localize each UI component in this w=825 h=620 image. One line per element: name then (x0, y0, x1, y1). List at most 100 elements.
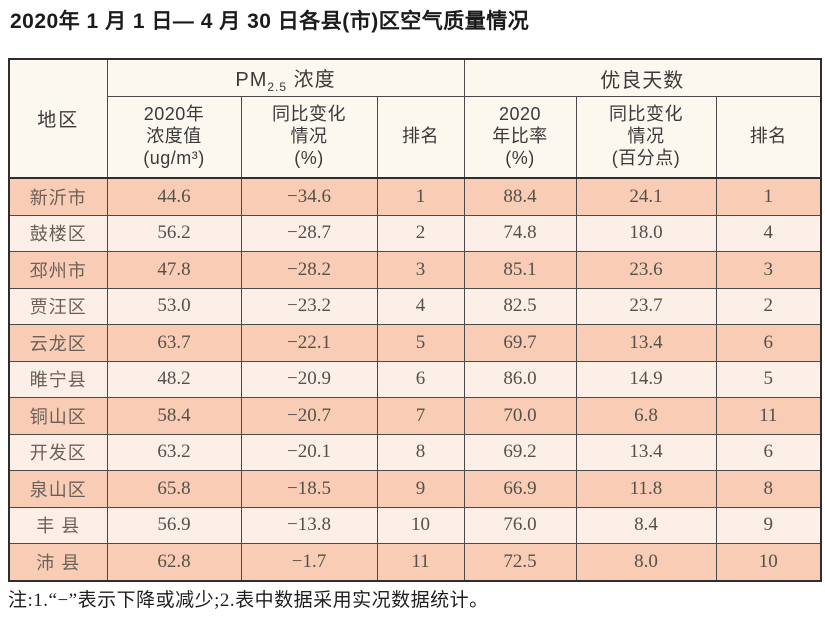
table-body: 新沂市 44.6 −34.6 1 88.4 24.1 1 鼓楼区 56.2 −28.7 2 74.8 1… (8, 177, 822, 581)
gd-change-cell: 18.0 (575, 214, 717, 252)
col-group-good-days: 优良天数 (463, 58, 822, 97)
gd-ratio-cell: 86.0 (463, 360, 577, 398)
region-cell: 铜山区 (8, 397, 108, 435)
region-cell: 新沂市 (8, 177, 108, 216)
pm-change-cell: −20.7 (240, 397, 378, 435)
pm-value-cell: 44.6 (106, 177, 242, 216)
pm-change-cell: −20.1 (240, 433, 378, 471)
col-header-pm-value: 2020年 浓度值 (ug/m³) (106, 96, 242, 179)
gd-rank-cell: 11 (715, 397, 822, 435)
gd-change-cell: 24.1 (575, 177, 717, 216)
table-row: 鼓楼区 56.2 −28.7 2 74.8 18.0 4 (8, 214, 822, 252)
pm-rank-cell: 8 (376, 433, 465, 471)
pm-rank-cell: 7 (376, 397, 465, 435)
pm25-label-subscript: 2.5 (267, 79, 288, 94)
table-row: 邳州市 47.8 −28.2 3 85.1 23.6 3 (8, 251, 822, 289)
col-header-pm-change: 同比变化 情况 (%) (240, 96, 378, 179)
pm-change-cell: −22.1 (240, 324, 378, 362)
region-cell: 开发区 (8, 433, 108, 471)
gd-ratio-cell: 82.5 (463, 287, 577, 325)
gd-ratio-cell: 69.2 (463, 433, 577, 471)
gd-rank-cell: 9 (715, 506, 822, 544)
gd-ratio-cell: 72.5 (463, 543, 577, 581)
gd-ratio-cell: 66.9 (463, 470, 577, 508)
pm-change-cell: −28.2 (240, 251, 378, 289)
table-row: 睢宁县 48.2 −20.9 6 86.0 14.9 5 (8, 360, 822, 398)
region-cell: 沛 县 (8, 543, 108, 581)
pm-rank-cell: 11 (376, 543, 465, 581)
gd-change-cell: 8.0 (575, 543, 717, 581)
pm-change-cell: −23.2 (240, 287, 378, 325)
col-group-pm25: PM2.5 浓度 (106, 58, 465, 97)
pm-value-cell: 53.0 (106, 287, 242, 325)
col-header-region: 地区 (8, 58, 108, 179)
gd-change-cell: 6.8 (575, 397, 717, 435)
pm-change-cell: −34.6 (240, 177, 378, 216)
pm-change-cell: −13.8 (240, 506, 378, 544)
table-row: 沛 县 62.8 −1.7 11 72.5 8.0 10 (8, 543, 822, 581)
gd-change-cell: 13.4 (575, 324, 717, 362)
pm-rank-cell: 2 (376, 214, 465, 252)
gd-change-cell: 8.4 (575, 506, 717, 544)
region-cell: 云龙区 (8, 324, 108, 362)
pm-change-cell: −1.7 (240, 543, 378, 581)
gd-ratio-cell: 69.7 (463, 324, 577, 362)
gd-change-cell: 23.7 (575, 287, 717, 325)
table-row: 泉山区 65.8 −18.5 9 66.9 11.8 8 (8, 470, 822, 508)
pm-rank-cell: 6 (376, 360, 465, 398)
footnote: 注:1.“−”表示下降或减少;2.表中数据采用实况数据统计。 (8, 590, 489, 611)
sub-header-row: 2020年 浓度值 (ug/m³) 同比变化 情况 (%) 排名 2020 年比… (9, 96, 822, 179)
gd-rank-cell: 10 (715, 543, 822, 581)
gd-ratio-cell: 88.4 (463, 177, 577, 216)
region-cell: 邳州市 (8, 251, 108, 289)
air-quality-table: 地区 PM2.5 浓度 优良天数 2020年 浓度值 (ug/m³) 同比变化 … (8, 58, 822, 582)
pm-value-cell: 56.9 (106, 506, 242, 544)
col-header-pm-rank: 排名 (376, 96, 465, 179)
gd-change-cell: 23.6 (575, 251, 717, 289)
gd-ratio-cell: 76.0 (463, 506, 577, 544)
table-row: 云龙区 63.7 −22.1 5 69.7 13.4 6 (8, 324, 822, 362)
pm25-label-prefix: PM (235, 68, 268, 91)
pm-rank-cell: 10 (376, 506, 465, 544)
pm-change-cell: −18.5 (240, 470, 378, 508)
table-row: 贾汪区 53.0 −23.2 4 82.5 23.7 2 (8, 287, 822, 325)
pm-rank-cell: 9 (376, 470, 465, 508)
gd-ratio-cell: 85.1 (463, 251, 577, 289)
region-cell: 泉山区 (8, 470, 108, 508)
pm-value-cell: 56.2 (106, 214, 242, 252)
pm-value-cell: 58.4 (106, 397, 242, 435)
region-cell: 睢宁县 (8, 360, 108, 398)
gd-rank-cell: 1 (715, 177, 822, 216)
col-header-gd-change: 同比变化 情况 (百分点) (575, 96, 717, 179)
gd-change-cell: 14.9 (575, 360, 717, 398)
gd-rank-cell: 4 (715, 214, 822, 252)
pm-change-cell: −20.9 (240, 360, 378, 398)
gd-rank-cell: 6 (715, 324, 822, 362)
gd-rank-cell: 6 (715, 433, 822, 471)
pm-value-cell: 62.8 (106, 543, 242, 581)
gd-rank-cell: 5 (715, 360, 822, 398)
col-header-gd-ratio: 2020 年比率 (%) (463, 96, 577, 179)
region-cell: 贾汪区 (8, 287, 108, 325)
pm-value-cell: 63.7 (106, 324, 242, 362)
pm25-label-suffix: 浓度 (287, 68, 336, 91)
table-row: 新沂市 44.6 −34.6 1 88.4 24.1 1 (8, 177, 822, 216)
gd-rank-cell: 3 (715, 251, 822, 289)
gd-change-cell: 13.4 (575, 433, 717, 471)
gd-rank-cell: 8 (715, 470, 822, 508)
pm-rank-cell: 3 (376, 251, 465, 289)
region-cell: 丰 县 (8, 506, 108, 544)
group-header-row: 地区 PM2.5 浓度 优良天数 (8, 58, 822, 179)
pm-rank-cell: 5 (376, 324, 465, 362)
col-header-gd-rank: 排名 (715, 96, 822, 179)
gd-ratio-cell: 70.0 (463, 397, 577, 435)
gd-ratio-cell: 74.8 (463, 214, 577, 252)
table-row: 开发区 63.2 −20.1 8 69.2 13.4 6 (8, 433, 822, 471)
pm-rank-cell: 4 (376, 287, 465, 325)
gd-rank-cell: 2 (715, 287, 822, 325)
table-row: 丰 县 56.9 −13.8 10 76.0 8.4 9 (8, 506, 822, 544)
pm-value-cell: 63.2 (106, 433, 242, 471)
pm-change-cell: −28.7 (240, 214, 378, 252)
pm-rank-cell: 1 (376, 177, 465, 216)
